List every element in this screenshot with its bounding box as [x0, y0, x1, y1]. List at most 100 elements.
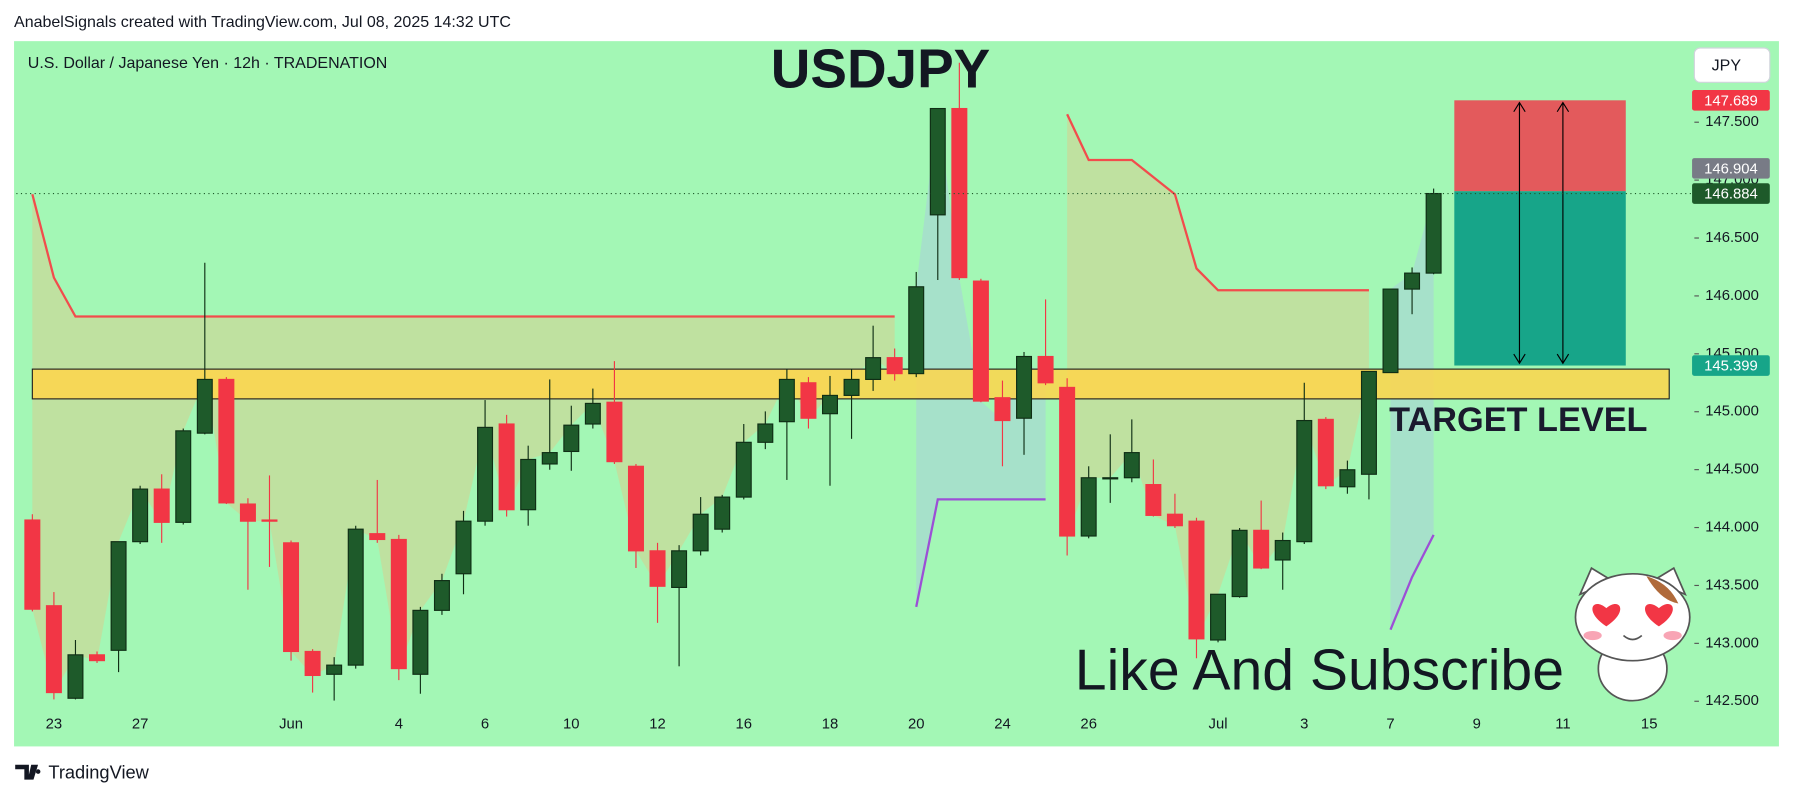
candle-body	[433, 580, 450, 611]
x-tick-label: 10	[563, 717, 580, 733]
candle-body	[800, 382, 817, 419]
candle-body	[1210, 593, 1227, 641]
arrow-head	[1556, 101, 1570, 113]
candle-body	[994, 397, 1011, 422]
candle-body	[671, 550, 688, 588]
candle-body	[196, 378, 213, 434]
x-tick-label: 9	[1473, 717, 1481, 733]
y-tick-label: 144.000	[1705, 519, 1759, 535]
candle-body	[1231, 529, 1248, 598]
y-tick-label: 144.500	[1705, 462, 1759, 478]
candle-body	[390, 538, 407, 670]
candle-body	[778, 378, 795, 423]
candle-body	[477, 426, 494, 522]
x-tick-label: 16	[736, 717, 753, 733]
x-tick-label: 27	[132, 717, 149, 733]
candle-body	[1037, 355, 1054, 384]
candle-body	[1360, 370, 1377, 475]
band-fill	[1390, 193, 1434, 630]
symbol-label: U.S. Dollar / Japanese Yen · 12h · TRADE…	[28, 55, 388, 72]
band-fill	[916, 108, 1046, 607]
candle-body	[1274, 539, 1291, 561]
candle-body	[865, 357, 882, 380]
x-tick-label: 18	[822, 717, 839, 733]
band-fill	[32, 194, 895, 693]
y-tick-label: 146.500	[1705, 230, 1759, 246]
header-text: AnabelSignals created with TradingView.c…	[14, 14, 511, 31]
x-tick-label: 15	[1641, 717, 1658, 733]
candle-body	[649, 550, 666, 587]
y-tick-label: 142.500	[1705, 693, 1759, 709]
candle-body	[283, 542, 300, 653]
x-tick-label: 26	[1080, 717, 1097, 733]
cta-annotation: Like And Subscribe	[1075, 639, 1564, 703]
y-tick-label: 146.000	[1705, 288, 1759, 304]
x-tick-label: Jun	[279, 717, 303, 733]
x-tick-label: 3	[1300, 717, 1308, 733]
candle-body	[1016, 355, 1033, 419]
candle-body	[132, 488, 149, 543]
candle-body	[972, 280, 989, 402]
stop-price-tag: 147.689	[1704, 93, 1758, 109]
candle-body	[606, 401, 623, 463]
candle-body	[1317, 418, 1334, 487]
band-line	[31, 193, 895, 318]
sticker-blush	[1583, 630, 1602, 641]
chart-title: USDJPY	[771, 38, 991, 100]
candle-body	[153, 488, 170, 523]
candle-body	[1080, 477, 1097, 537]
sticker-patch	[1646, 576, 1679, 604]
candle-body	[326, 664, 343, 675]
currency-label: JPY	[1712, 58, 1742, 75]
candle-body	[24, 519, 41, 610]
x-tick-label: 11	[1555, 717, 1570, 733]
band-line	[1066, 113, 1369, 292]
candle-body	[1404, 272, 1421, 290]
sticker-eye	[1592, 604, 1621, 627]
band-line	[915, 498, 1046, 608]
sticker	[1574, 566, 1691, 702]
x-tick-label: Jul	[1209, 717, 1228, 733]
candle-body	[1123, 452, 1140, 479]
candle-body	[1296, 419, 1313, 543]
candle-body	[347, 528, 364, 666]
candle-body	[1102, 477, 1119, 480]
candle-body	[520, 458, 537, 511]
y-tick-label: 143.000	[1705, 635, 1759, 651]
candle-body	[757, 423, 774, 443]
candle-body	[843, 378, 860, 396]
x-tick-label: 20	[908, 717, 925, 733]
target-annotation: TARGET LEVEL	[1389, 401, 1647, 439]
candle-body	[821, 394, 838, 415]
candle-body	[412, 609, 429, 675]
candle-body	[627, 465, 644, 552]
candle-body	[584, 402, 601, 425]
arrow-head	[1513, 101, 1526, 113]
x-tick-label: 24	[994, 717, 1011, 733]
footer-logo	[15, 764, 41, 780]
y-tick-label: 145.000	[1705, 404, 1759, 420]
candle-body	[714, 496, 731, 530]
sticker-mouth	[1622, 634, 1643, 641]
currency-button[interactable]	[1693, 47, 1771, 83]
candle-body	[1166, 513, 1183, 527]
y-tick-label: 147.500	[1705, 114, 1759, 130]
candle-body	[1145, 484, 1162, 516]
candle-body	[886, 357, 903, 375]
target-price-tag: 145.399	[1704, 359, 1758, 375]
candle-body	[175, 430, 192, 523]
candle-body	[1339, 469, 1356, 488]
plot-layer: 142.500 143.000 143.500 144.000 144.500 145.0…	[16, 62, 1770, 733]
candle-body	[692, 513, 709, 552]
candle-body	[261, 519, 278, 522]
band-line	[1389, 534, 1435, 631]
candle-body	[1425, 192, 1442, 274]
target-price-tag-bg	[1692, 355, 1770, 376]
last-price-tag-bg	[1692, 183, 1770, 204]
candle-body	[541, 452, 558, 465]
arrow-head	[1556, 353, 1570, 365]
candle-body	[929, 107, 946, 216]
candle-body	[239, 503, 256, 522]
x-tick-label: 6	[481, 717, 489, 733]
